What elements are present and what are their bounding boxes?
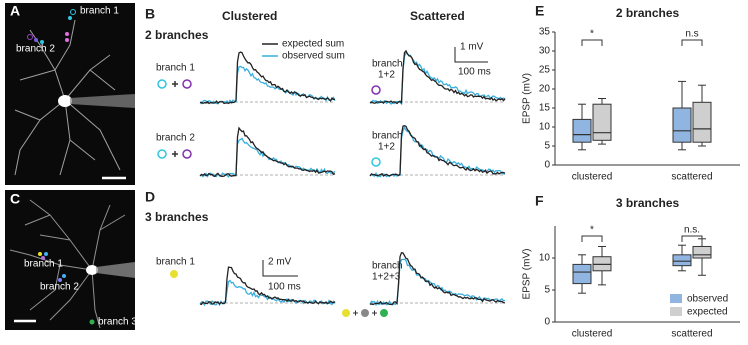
annotation: branch 1 [80,6,119,17]
trace [369,125,506,177]
chart-title: 3 branches [616,196,680,210]
scale-label: 1 mV [460,42,484,53]
trace-label: 1+2 [378,70,395,81]
trace-label: branch 2 [156,133,195,144]
y-tick-label: 20 [539,84,551,95]
box [572,263,592,285]
x-tick-label: clustered [572,329,613,340]
significance-label: n.s [685,29,698,40]
micrograph-a [5,3,135,185]
panel-label: F [535,193,544,209]
significance-label: n.s. [684,225,700,236]
y-tick-label: 10 [539,122,551,133]
box [692,101,712,143]
box [672,107,692,143]
micrograph-c [5,190,135,330]
trace-label: branch 1 [156,257,195,268]
legend-swatch [670,307,682,316]
box [672,254,692,267]
trace-label: 1+2+3 [372,272,401,283]
trace [369,258,506,307]
scale-bar [454,47,488,63]
annotation: branch 2 [40,282,79,293]
significance-bracket [681,235,703,242]
box [692,245,712,259]
y-tick-label: 35 [539,27,551,38]
panel-label: E [535,3,544,19]
scale-label: 2 mV [268,257,292,268]
scale-bar [262,260,298,277]
box [572,118,592,143]
row-title: 2 branches [145,28,209,42]
y-tick-label: 30 [539,46,551,57]
significance-label: * [590,29,594,40]
panel-label: D [145,189,155,205]
annotation: branch 2 [16,44,55,55]
legend-label: observed [687,294,728,305]
legend-swatch [670,294,682,303]
x-tick-label: scattered [671,329,712,340]
box [592,256,612,272]
annotation: branch 1 [24,259,63,270]
x-tick-label: scattered [671,172,712,183]
y-tick-label: 0 [544,160,550,171]
y-axis-label: EPSP (mV) [522,73,533,124]
trace-label: branch [372,261,403,272]
significance-bracket [681,39,703,46]
significance-bracket [581,235,603,242]
legend-label: observed sum [282,51,345,62]
chart-title: 2 branches [616,6,680,20]
y-tick-label: 10 [539,253,551,264]
trace-label: branch [372,59,403,70]
column-title: Scattered [410,9,465,23]
scale-label: 100 ms [458,67,491,78]
x-tick-label: clustered [572,172,613,183]
panel-label: B [145,6,155,22]
panel-label: C [10,191,20,207]
trace [199,126,336,178]
row-title: 3 branches [145,210,209,224]
branch-icons [170,270,388,317]
y-tick-label: 25 [539,65,551,76]
panel-label: A [10,3,20,19]
scale-label: 100 ms [268,282,301,293]
trace-label: branch 1 [156,63,195,74]
y-tick-label: 0 [544,317,550,328]
trace-label: 1+2 [378,142,395,153]
legend-label: expected sum [282,39,344,50]
traces [199,49,506,307]
trace [199,266,336,306]
branch-icons [157,79,381,167]
significance-label: * [590,225,594,236]
significance-bracket [581,39,603,46]
y-tick-label: 5 [544,141,550,152]
annotation: branch 3 [98,317,137,328]
trace [369,251,506,306]
y-tick-label: 5 [544,285,550,296]
y-tick-label: 15 [539,103,551,114]
y-axis-label: EPSP (mV) [522,249,533,300]
trace [199,51,336,105]
trace [369,49,506,105]
trace-label: branch [372,131,403,142]
legend-label: expected [687,307,728,318]
column-title: Clustered [222,9,277,23]
box [592,103,612,141]
